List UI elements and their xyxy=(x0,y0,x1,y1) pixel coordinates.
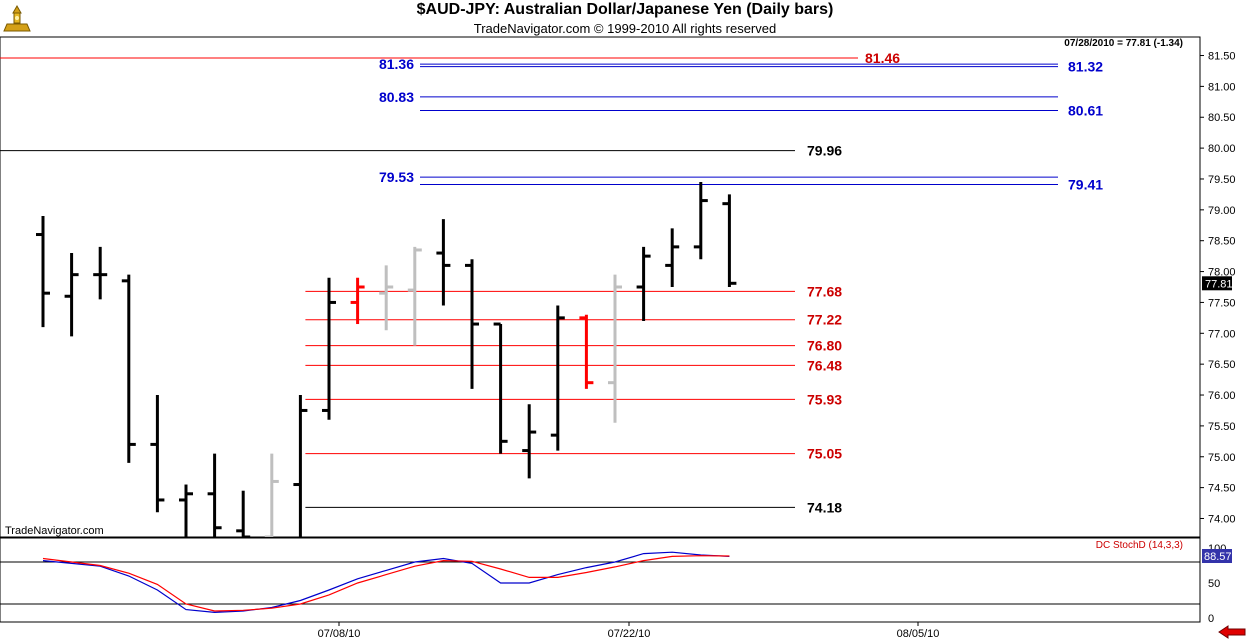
level-label: 77.22 xyxy=(807,312,842,328)
stoch-tick-label: 50 xyxy=(1208,578,1220,590)
y-tick-label: 80.00 xyxy=(1208,143,1236,155)
price-panel-frame xyxy=(0,36,1201,538)
level-label: 81.32 xyxy=(1068,59,1103,75)
x-tick-label: 07/22/10 xyxy=(608,628,651,640)
level-label: 79.41 xyxy=(1068,177,1103,193)
level-label: 75.05 xyxy=(807,446,842,462)
y-tick-label: 75.00 xyxy=(1208,452,1236,464)
gold-trophy-icon[interactable] xyxy=(2,4,32,34)
last-quote-readout: 07/28/2010 = 77.81 (-1.34) xyxy=(1064,38,1183,49)
y-tick-label: 79.50 xyxy=(1208,174,1236,186)
stoch-line xyxy=(42,555,730,612)
last-price-tag xyxy=(1202,276,1232,291)
level-label: 76.80 xyxy=(807,338,842,354)
y-tick-label: 77.50 xyxy=(1208,297,1236,309)
y-tick-label: 78.00 xyxy=(1208,267,1236,279)
level-label: 76.48 xyxy=(807,357,842,373)
watermark: TradeNavigator.com xyxy=(5,525,104,537)
stoch-title: DC StochD (14,3,3) xyxy=(1096,540,1183,551)
chart-title: $AUD-JPY: Australian Dollar/Japanese Yen… xyxy=(416,1,834,18)
y-tick-label: 78.50 xyxy=(1208,236,1236,248)
stoch-last-tag xyxy=(1202,549,1232,564)
stoch-last-label: 88.57 xyxy=(1204,551,1232,563)
y-tick-label: 74.50 xyxy=(1208,483,1236,495)
level-label: 81.46 xyxy=(865,50,900,66)
last-price-label: 77.81 xyxy=(1205,278,1233,290)
level-label: 81.36 xyxy=(379,56,414,72)
y-tick-label: 74.00 xyxy=(1208,513,1236,525)
y-tick-label: 81.00 xyxy=(1208,81,1236,93)
x-tick-label: 08/05/10 xyxy=(897,628,940,640)
stoch-line xyxy=(42,551,730,614)
stoch-tick-label: 0 xyxy=(1208,613,1214,625)
x-tick-label: 07/08/10 xyxy=(318,628,361,640)
y-tick-label: 76.50 xyxy=(1208,359,1236,371)
y-tick-label: 79.00 xyxy=(1208,205,1236,217)
y-tick-label: 77.00 xyxy=(1208,328,1236,340)
level-label: 74.18 xyxy=(807,499,842,515)
level-label: 75.93 xyxy=(807,391,842,407)
ohlc-bars xyxy=(36,182,737,537)
copyright-subtitle: TradeNavigator.com © 1999-2010 All right… xyxy=(473,21,777,36)
level-label: 79.53 xyxy=(379,169,414,185)
y-tick-label: 75.50 xyxy=(1208,421,1236,433)
level-label: 77.68 xyxy=(807,283,842,299)
stoch-panel-frame xyxy=(0,537,1201,623)
level-label: 79.96 xyxy=(807,143,842,159)
level-label: 80.83 xyxy=(379,89,414,105)
y-tick-label: 81.50 xyxy=(1208,51,1236,63)
y-tick-label: 80.50 xyxy=(1208,112,1236,124)
red-left-arrow-icon[interactable] xyxy=(1218,625,1246,639)
y-tick-label: 76.00 xyxy=(1208,390,1236,402)
level-label: 80.61 xyxy=(1068,102,1103,118)
